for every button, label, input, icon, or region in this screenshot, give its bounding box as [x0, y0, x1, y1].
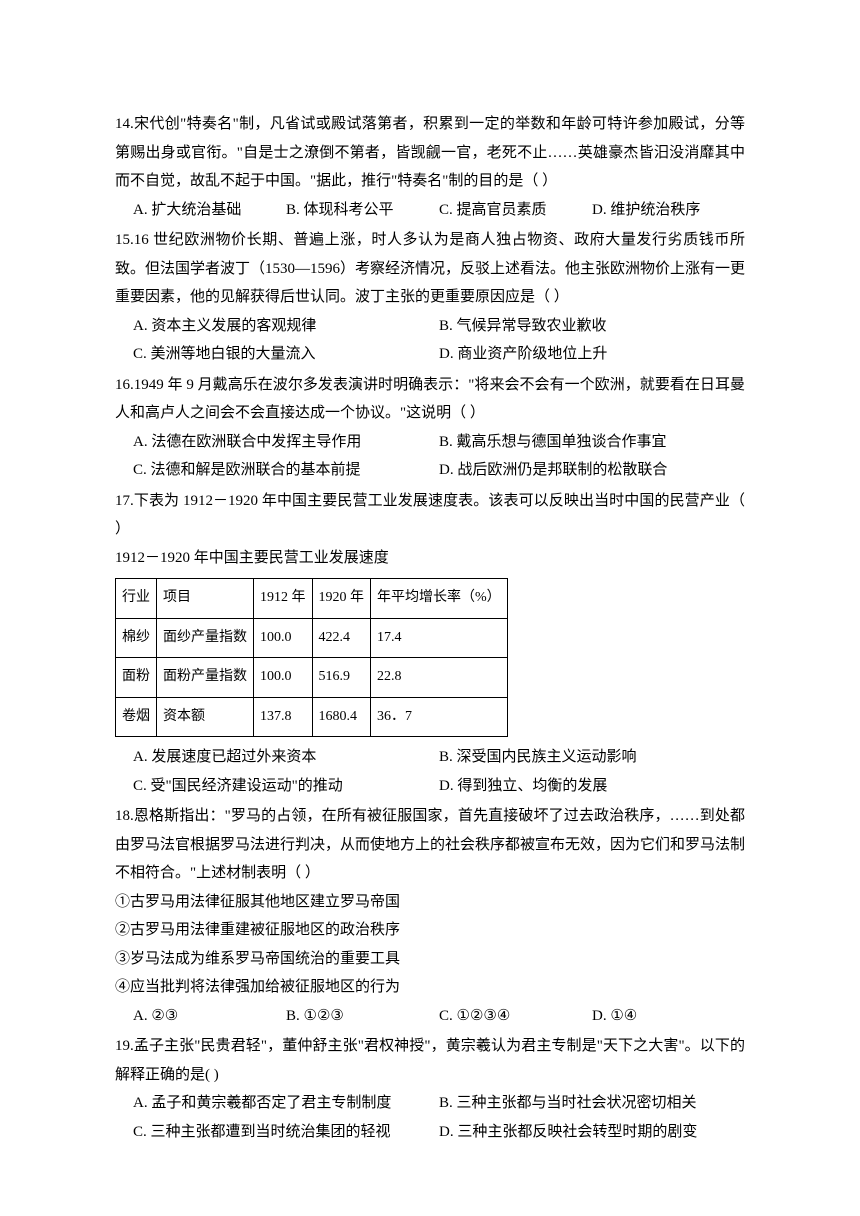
question-14: 14.宋代创"特奏名"制，凡省试或殿试落第者，积累到一定的举数和年龄可特许参加殿… [115, 110, 745, 224]
table-cell: 卷烟 [116, 697, 157, 737]
table-cell: 行业 [116, 579, 157, 619]
option-b: B. 气候异常导致农业歉收 [439, 312, 745, 341]
statement-4: ④应当批判将法律强加给被征服地区的行为 [115, 973, 745, 1002]
table-cell: 1912 年 [254, 579, 313, 619]
table-row: 面粉 面粉产量指数 100.0 516.9 22.8 [116, 658, 508, 698]
option-b: B. 戴高乐想与德国单独谈合作事宜 [439, 428, 745, 457]
options: A. ②③ B. ①②③ C. ①②③④ D. ①④ [115, 1002, 745, 1031]
option-a: A. ②③ [133, 1002, 286, 1031]
option-b: B. 三种主张都与当时社会状况密切相关 [439, 1089, 745, 1118]
table-cell: 137.8 [254, 697, 313, 737]
option-b: B. 体现科考公平 [286, 196, 439, 225]
table-cell: 17.4 [371, 618, 508, 658]
options: A. 资本主义发展的客观规律 B. 气候异常导致农业歉收 C. 美洲等地白银的大… [115, 312, 745, 369]
option-b: B. 深受国内民族主义运动影响 [439, 743, 745, 772]
table-cell: 面粉产量指数 [157, 658, 254, 698]
table-cell: 年平均增长率（%） [371, 579, 508, 619]
option-d: D. 战后欧洲仍是邦联制的松散联合 [439, 456, 745, 485]
table-cell: 100.0 [254, 618, 313, 658]
option-a: A. 法德在欧洲联合中发挥主导作用 [133, 428, 439, 457]
question-19: 19.孟子主张"民贵君轻"，董仲舒主张"君权神授"，黄宗羲认为君主专制是"天下之… [115, 1032, 745, 1146]
option-d: D. 商业资产阶级地位上升 [439, 340, 745, 369]
statement-3: ③岁马法成为维系罗马帝国统治的重要工具 [115, 945, 745, 974]
option-c: C. 美洲等地白银的大量流入 [133, 340, 439, 369]
option-d: D. 三种主张都反映社会转型时期的剧变 [439, 1118, 745, 1147]
question-stem: 19.孟子主张"民贵君轻"，董仲舒主张"君权神授"，黄宗羲认为君主专制是"天下之… [115, 1032, 745, 1089]
table-row: 行业 项目 1912 年 1920 年 年平均增长率（%） [116, 579, 508, 619]
option-c: C. 受"国民经济建设运动"的推动 [133, 772, 439, 801]
options: A. 法德在欧洲联合中发挥主导作用 B. 戴高乐想与德国单独谈合作事宜 C. 法… [115, 428, 745, 485]
table-row: 棉纱 面纱产量指数 100.0 422.4 17.4 [116, 618, 508, 658]
table-cell: 36．7 [371, 697, 508, 737]
question-16: 16.1949 年 9 月戴高乐在波尔多发表演讲时明确表示："将来会不会有一个欧… [115, 371, 745, 485]
statement-2: ②古罗马用法律重建被征服地区的政治秩序 [115, 916, 745, 945]
table-cell: 项目 [157, 579, 254, 619]
table-cell: 面粉 [116, 658, 157, 698]
question-stem: 14.宋代创"特奏名"制，凡省试或殿试落第者，积累到一定的举数和年龄可特许参加殿… [115, 110, 745, 196]
question-18: 18.恩格斯指出："罗马的占领，在所有被征服国家，首先直接破坏了过去政治秩序，…… [115, 802, 745, 1030]
options: A. 孟子和黄宗羲都否定了君主专制制度 B. 三种主张都与当时社会状况密切相关 … [115, 1089, 745, 1146]
option-d: D. 得到独立、均衡的发展 [439, 772, 745, 801]
option-c: C. 提高官员素质 [439, 196, 592, 225]
question-stem: 18.恩格斯指出："罗马的占领，在所有被征服国家，首先直接破坏了过去政治秩序，…… [115, 802, 745, 888]
table-cell: 棉纱 [116, 618, 157, 658]
table-row: 卷烟 资本额 137.8 1680.4 36．7 [116, 697, 508, 737]
options: A. 发展速度已超过外来资本 B. 深受国内民族主义运动影响 C. 受"国民经济… [115, 743, 745, 800]
table-cell: 100.0 [254, 658, 313, 698]
question-stem: 17.下表为 1912－1920 年中国主要民营工业发展速度表。该表可以反映出当… [115, 487, 745, 544]
option-c: C. ①②③④ [439, 1002, 592, 1031]
option-b: B. ①②③ [286, 1002, 439, 1031]
option-a: A. 发展速度已超过外来资本 [133, 743, 439, 772]
question-17: 17.下表为 1912－1920 年中国主要民营工业发展速度表。该表可以反映出当… [115, 487, 745, 801]
question-stem: 16.1949 年 9 月戴高乐在波尔多发表演讲时明确表示："将来会不会有一个欧… [115, 371, 745, 428]
statement-list: ①古罗马用法律征服其他地区建立罗马帝国 ②古罗马用法律重建被征服地区的政治秩序 … [115, 888, 745, 1002]
data-table: 行业 项目 1912 年 1920 年 年平均增长率（%） 棉纱 面纱产量指数 … [115, 578, 508, 737]
statement-1: ①古罗马用法律征服其他地区建立罗马帝国 [115, 888, 745, 917]
table-cell: 516.9 [312, 658, 371, 698]
option-d: D. ①④ [592, 1002, 745, 1031]
options: A. 扩大统治基础 B. 体现科考公平 C. 提高官员素质 D. 维护统治秩序 [115, 196, 745, 225]
table-cell: 1920 年 [312, 579, 371, 619]
table-cell: 资本额 [157, 697, 254, 737]
option-c: C. 法德和解是欧洲联合的基本前提 [133, 456, 439, 485]
table-cell: 22.8 [371, 658, 508, 698]
option-a: A. 孟子和黄宗羲都否定了君主专制制度 [133, 1089, 439, 1118]
table-cell: 422.4 [312, 618, 371, 658]
table-cell: 面纱产量指数 [157, 618, 254, 658]
option-a: A. 资本主义发展的客观规律 [133, 312, 439, 341]
option-c: C. 三种主张都遭到当时统治集团的轻视 [133, 1118, 439, 1147]
option-a: A. 扩大统治基础 [133, 196, 286, 225]
option-d: D. 维护统治秩序 [592, 196, 745, 225]
question-stem: 15.16 世纪欧洲物价长期、普遍上涨，时人多认为是商人独占物资、政府大量发行劣… [115, 226, 745, 312]
table-cell: 1680.4 [312, 697, 371, 737]
table-caption: 1912－1920 年中国主要民营工业发展速度 [115, 544, 745, 573]
question-15: 15.16 世纪欧洲物价长期、普遍上涨，时人多认为是商人独占物资、政府大量发行劣… [115, 226, 745, 369]
